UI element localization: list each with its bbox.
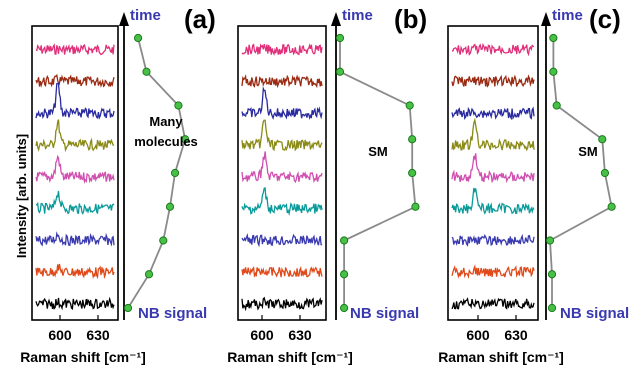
spectra-frame xyxy=(447,25,539,321)
annotation-text: SM xyxy=(368,144,388,159)
spectrum-trace-2 xyxy=(35,73,115,88)
spectrum-trace-4 xyxy=(241,119,323,152)
time-axis-arrowhead xyxy=(119,12,129,26)
nb-signal-point-1 xyxy=(133,33,143,43)
spectrum-trace-5 xyxy=(451,153,535,184)
nb-signal-point-8 xyxy=(340,270,349,279)
x-tick-label: 600 xyxy=(48,327,72,343)
spectrum-trace-2 xyxy=(451,74,535,88)
nb-signal-point-3 xyxy=(552,101,561,110)
nb-signal-point-2 xyxy=(142,67,151,76)
spectrum-trace-1 xyxy=(451,42,535,57)
x-axis-label: Raman shift [cm⁻¹] xyxy=(20,349,146,365)
x-tick-label: 630 xyxy=(86,327,110,343)
time-axis-arrowhead xyxy=(331,12,341,26)
annotation-text: molecules xyxy=(134,134,198,149)
spectrum-trace-3 xyxy=(35,82,115,120)
nb-signal-label: NB signal xyxy=(350,305,419,322)
x-tick-label: 600 xyxy=(466,327,490,343)
spectrum-trace-6 xyxy=(241,187,323,217)
panel-label: (c) xyxy=(589,4,621,34)
time-label: time xyxy=(342,7,373,24)
nb-signal-point-1 xyxy=(335,33,345,43)
spectrum-trace-1 xyxy=(35,43,115,56)
annotation-text: SM xyxy=(578,144,598,159)
nb-signal-point-6 xyxy=(165,202,175,211)
nb-signal-point-6 xyxy=(411,202,420,211)
nb-signal-point-1 xyxy=(549,33,558,43)
time-axis-arrowhead xyxy=(541,12,551,26)
spectrum-trace-4 xyxy=(35,119,115,153)
nb-signal-point-8 xyxy=(144,270,154,279)
nb-signal-line xyxy=(339,38,417,308)
nb-signal-point-3 xyxy=(174,101,183,110)
nb-signal-point-4 xyxy=(598,135,607,144)
spectra-frame xyxy=(237,25,327,321)
spectrum-trace-3 xyxy=(241,86,323,120)
spectrum-trace-6 xyxy=(451,187,535,215)
y-axis-label: Intensity [arb. units] xyxy=(14,134,29,258)
nb-signal-label: NB signal xyxy=(560,305,629,322)
spectrum-trace-7 xyxy=(451,233,535,247)
spectrum-trace-1 xyxy=(241,43,323,56)
panel-label: (b) xyxy=(394,4,427,34)
panel-label: (a) xyxy=(184,4,216,34)
spectrum-trace-6 xyxy=(35,190,115,216)
x-tick-label: 630 xyxy=(288,327,312,343)
nb-signal-point-4 xyxy=(181,135,190,144)
nb-signal-point-5 xyxy=(408,168,417,178)
spectrum-trace-7 xyxy=(241,232,323,248)
nb-signal-point-3 xyxy=(405,101,414,110)
nb-signal-point-5 xyxy=(170,168,180,178)
time-label: time xyxy=(130,7,161,24)
spectra-frame xyxy=(31,25,119,321)
nb-signal-point-4 xyxy=(408,135,417,144)
spectrum-trace-3 xyxy=(451,106,535,121)
nb-signal-point-2 xyxy=(549,67,558,76)
nb-signal-point-5 xyxy=(600,168,610,178)
time-label: time xyxy=(552,7,583,24)
nb-signal-point-7 xyxy=(340,236,349,245)
nb-signal-point-9 xyxy=(123,303,133,313)
spectrum-trace-9 xyxy=(451,297,535,310)
nb-signal-point-6 xyxy=(607,202,616,211)
nb-signal-point-2 xyxy=(335,67,345,76)
x-tick-label: 630 xyxy=(504,327,528,343)
nb-signal-point-7 xyxy=(159,236,168,245)
spectrum-trace-5 xyxy=(241,151,323,184)
spectrum-trace-8 xyxy=(241,265,323,279)
spectrum-trace-9 xyxy=(35,296,115,311)
spectrum-trace-8 xyxy=(451,264,535,280)
spectrum-trace-8 xyxy=(35,263,115,280)
nb-signal-point-8 xyxy=(547,270,557,279)
nb-signal-point-7 xyxy=(545,236,555,245)
spectrum-trace-4 xyxy=(451,117,535,152)
spectrum-trace-2 xyxy=(241,74,323,89)
annotation-text: Many xyxy=(149,114,183,129)
nb-signal-point-9 xyxy=(340,303,349,313)
x-tick-label: 600 xyxy=(250,327,274,343)
nb-signal-point-9 xyxy=(547,303,557,313)
nb-signal-label: NB signal xyxy=(138,305,207,322)
x-axis-label: Raman shift [cm⁻¹] xyxy=(227,349,353,365)
spectrum-trace-5 xyxy=(35,154,115,184)
spectrum-trace-7 xyxy=(35,231,115,247)
spectrum-trace-9 xyxy=(241,296,323,312)
x-axis-label: Raman shift [cm⁻¹] xyxy=(438,349,564,365)
